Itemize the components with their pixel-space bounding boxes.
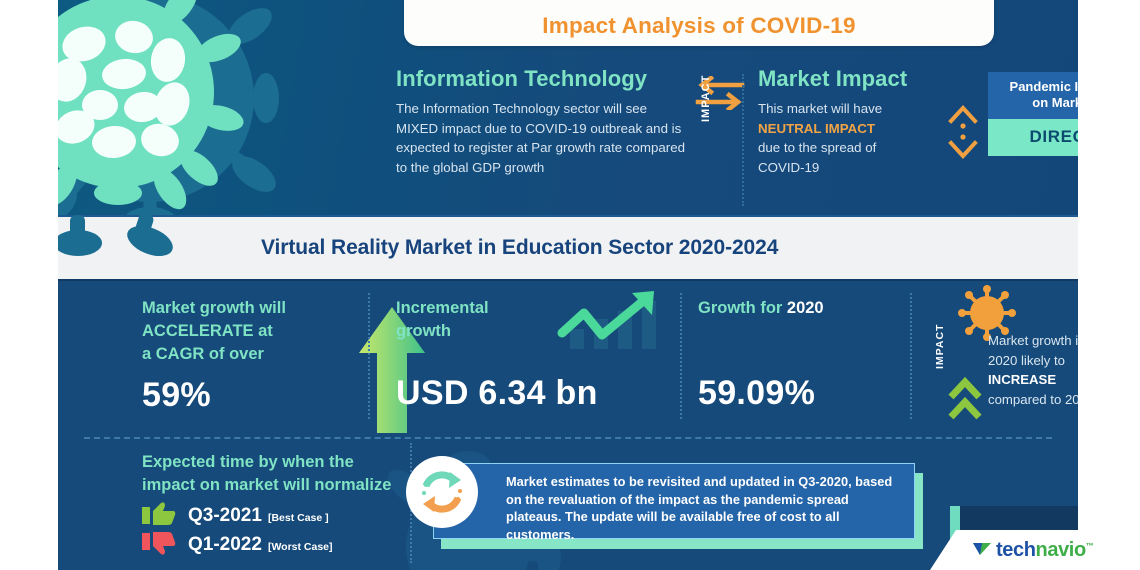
stat-incremental-value: USD 6.34 bn	[396, 374, 598, 412]
thumbs-up-icon	[142, 501, 176, 531]
header-title-card: Impact Analysis of COVID-19	[404, 0, 994, 46]
virus-icon	[958, 285, 1016, 346]
stat-growth-lead: Growth for 2020	[698, 281, 918, 320]
stat-divider-2	[680, 293, 682, 419]
top-section: Impact Analysis of COVID-19 Information …	[58, 0, 1078, 228]
refresh-cycle-icon	[406, 456, 478, 528]
best-case-quarter: Q3-2021	[188, 505, 262, 526]
stat-cagr-lead-line3: a CAGR of over	[142, 345, 264, 363]
stat-cagr-value: 59%	[142, 376, 211, 414]
impact-divider: IMPACT	[686, 74, 746, 206]
normalize-block: Expected time by when the impact on mark…	[142, 451, 442, 558]
pandemic-badge-value: DIRECT	[988, 119, 1078, 156]
bottom-section: Expected time by when the impact on mark…	[58, 439, 1078, 570]
sector-body-it: The Information Technology sector will s…	[396, 101, 685, 175]
market-impact-emphasis: NEUTRAL IMPACT	[758, 120, 875, 136]
stat-impact-line2: 2020 likely to	[988, 352, 1065, 368]
stat-growth-2020: Growth for 2020 59.09%	[698, 281, 918, 433]
normalize-heading-line1: Expected time by when the	[142, 453, 354, 471]
double-chevron-up-icon	[948, 375, 982, 428]
sector-market-impact: Market Impact This market will have NEUT…	[758, 66, 953, 177]
left-right-arrows-icon	[694, 74, 746, 115]
page-title: Impact Analysis of COVID-19	[542, 13, 856, 38]
callout-text: Market estimates to be revisited and upd…	[506, 474, 893, 542]
stat-cagr-lead: Market growth will ACCELERATE at a CAGR …	[142, 281, 352, 366]
stat-cagr-lead-line2: ACCELERATE at	[142, 322, 273, 340]
stats-row: Market growth will ACCELERATE at a CAGR …	[58, 281, 1078, 433]
worst-case-tag: [Worst Case]	[267, 541, 333, 553]
sector-heading-market-impact: Market Impact	[758, 66, 908, 91]
stat-incremental-lead-line2: growth	[396, 322, 451, 340]
stat-impact-2020: IMPACT	[926, 281, 1078, 433]
stat-divider-1	[368, 293, 370, 419]
market-title: Virtual Reality Market in Education Sect…	[261, 236, 779, 259]
sector-information-technology: Information Technology The Information T…	[396, 66, 686, 177]
market-impact-line1: This market will have	[758, 101, 883, 116]
stat-incremental-growth: Incremental growth	[396, 281, 666, 433]
technavio-word-tech: tech	[996, 538, 1036, 561]
stat-cagr-lead-line1: Market growth will	[142, 299, 286, 317]
market-title-strip: Virtual Reality Market in Education Sect…	[58, 213, 1078, 281]
pandemic-impact-badge: Pandemic Impact on Market DIRECT	[988, 72, 1078, 156]
up-down-arrows-icon	[946, 104, 980, 165]
pandemic-badge-title: Pandemic Impact on Market	[988, 72, 1078, 119]
market-impact-line3: COVID-19	[758, 159, 820, 175]
stat-incremental-lead-line1: Incremental	[396, 299, 489, 317]
pandemic-badge-title-line1: Pandemic Impact	[1009, 79, 1078, 94]
stat-growth-value: 59.09%	[698, 374, 816, 412]
growth-chart-icon	[554, 289, 664, 358]
stat-impact-body: Market growth in 2020 likely to INCREASE…	[988, 331, 1078, 409]
technavio-logo: technavio™	[930, 530, 1140, 570]
worst-case-quarter: Q1-2022	[188, 534, 262, 555]
best-case-tag: [Best Case ]	[267, 512, 329, 524]
stat-cagr: Market growth will ACCELERATE at a CAGR …	[142, 281, 425, 433]
impact-dotted-divider	[742, 74, 744, 206]
stat-growth-lead-year: 2020	[786, 299, 824, 317]
up-arrow-icon	[357, 305, 427, 438]
stat-incremental-lead: Incremental growth	[396, 281, 556, 343]
market-impact-line2: due to the spread of	[758, 140, 877, 155]
stat-impact-line1: Market growth in	[988, 333, 1078, 348]
pandemic-badge-title-line2: on Market	[1032, 95, 1078, 110]
technavio-word-navio: navio	[1035, 538, 1087, 561]
bottom-dashed-divider	[84, 437, 1052, 439]
callout-box: Market estimates to be revisited and upd…	[433, 463, 915, 542]
technavio-arrow-icon	[972, 539, 992, 562]
stat-divider-3	[910, 293, 912, 419]
stat-growth-lead-prefix: Growth for	[698, 299, 787, 317]
best-case-row: Q3-2021 [Best Case ]	[142, 501, 442, 531]
main-panel: Impact Analysis of COVID-19 Information …	[58, 0, 1078, 570]
stat-impact-label: IMPACT	[934, 323, 946, 369]
impact-divider-label: IMPACT	[700, 74, 712, 122]
stat-impact-emphasis: INCREASE	[988, 372, 1057, 387]
stat-impact-line3: compared to 2019	[988, 391, 1078, 407]
worst-case-row: Q1-2022 [Worst Case]	[142, 531, 442, 560]
thumbs-down-icon	[142, 531, 176, 560]
sector-heading-it: Information Technology	[396, 66, 648, 91]
normalize-heading: Expected time by when the impact on mark…	[142, 451, 442, 497]
technavio-trademark: ™	[1085, 540, 1094, 550]
normalize-heading-line2: impact on market will normalize	[142, 476, 392, 494]
technavio-wordmark: technavio™	[996, 538, 1094, 562]
